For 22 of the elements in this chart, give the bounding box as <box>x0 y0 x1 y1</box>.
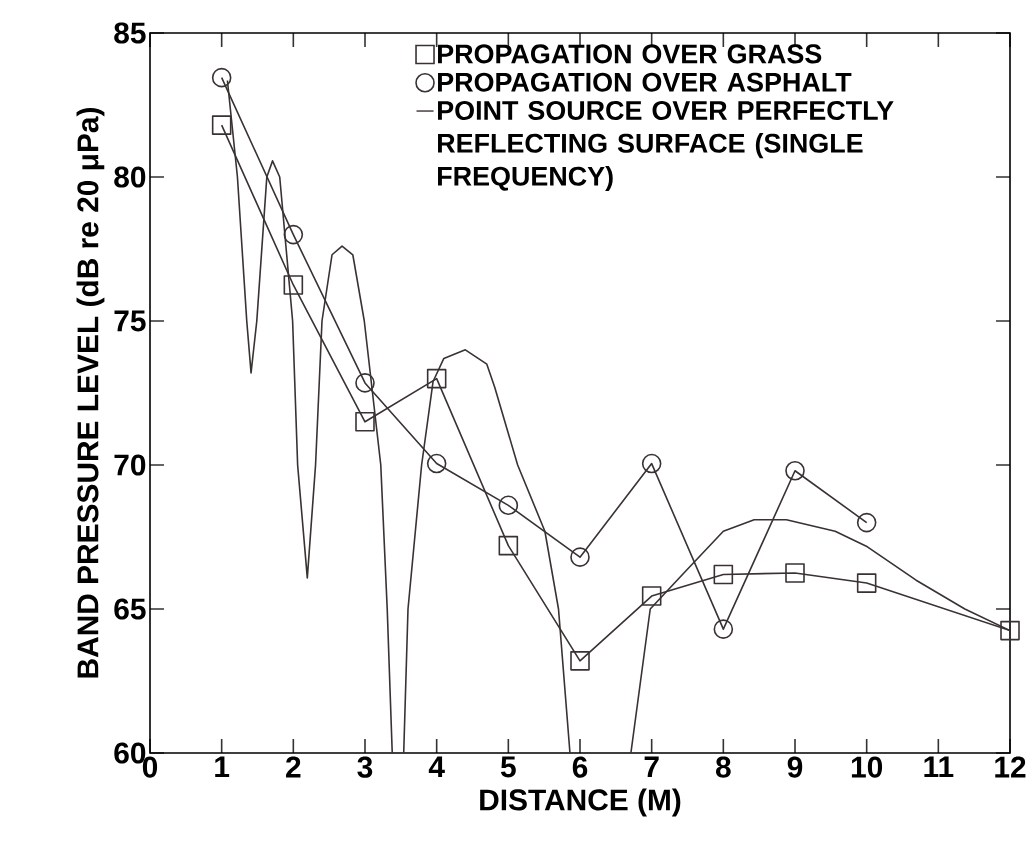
y-axis-title: BAND PRESSURE LEVEL (dB re 20 μPa) <box>76 108 105 678</box>
y-tick-label: 80 <box>114 166 146 188</box>
legend-label: PROPAGATION OVER ASPHALT <box>438 72 852 92</box>
y-tick-label: 70 <box>114 454 146 476</box>
x-tick-label: 7 <box>644 756 659 778</box>
x-tick-label: 4 <box>428 756 445 778</box>
x-tick-label: 3 <box>357 756 373 778</box>
x-tick-label: 5 <box>500 756 516 778</box>
legend-label: PROPAGATION OVER GRASS <box>438 44 822 64</box>
x-tick-label: 1 <box>215 756 230 778</box>
x-tick-label: 12 <box>995 756 1026 778</box>
x-tick-label: 6 <box>572 756 588 778</box>
x-tick-label: 11 <box>924 756 954 778</box>
x-axis-title: DISTANCE (M) <box>480 788 681 817</box>
x-tick-label: 10 <box>851 756 883 778</box>
y-tick-label: 85 <box>114 22 146 44</box>
x-tick-label: 8 <box>715 756 731 778</box>
x-tick-label: 2 <box>286 756 301 778</box>
x-tick-label: 9 <box>787 756 803 778</box>
y-tick-label: 75 <box>114 310 146 332</box>
legend-label: POINT SOURCE OVER PERFECTLY REFLECTING SURFACE (SINGLE FREQUENCY) <box>438 100 894 192</box>
y-tick-label: 65 <box>114 598 146 620</box>
